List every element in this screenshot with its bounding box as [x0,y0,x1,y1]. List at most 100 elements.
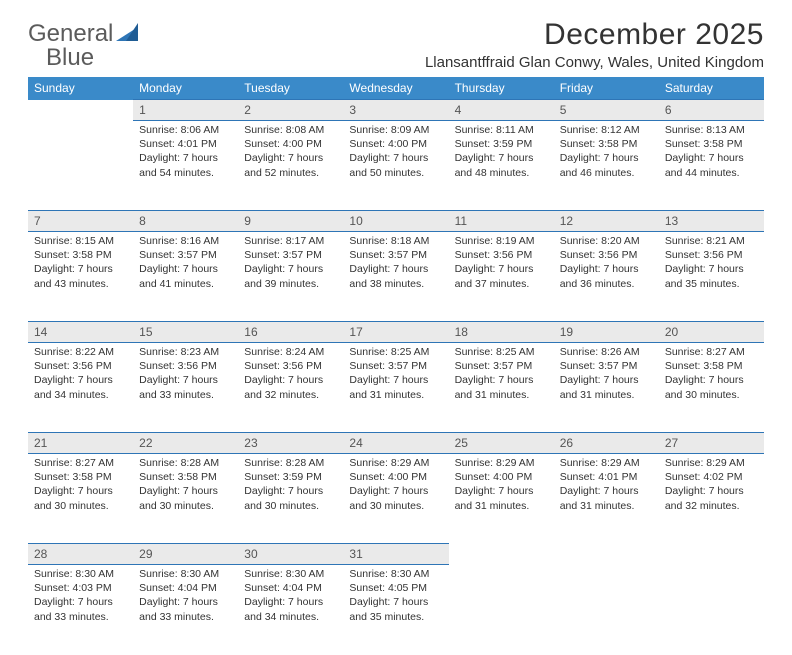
sunrise-text: Sunrise: 8:21 AM [665,234,758,248]
sunrise-text: Sunrise: 8:15 AM [34,234,127,248]
day-cell-content: Sunrise: 8:06 AMSunset: 4:01 PMDaylight:… [139,121,232,180]
brand-part2: Blue [46,44,94,71]
daylight-text: Daylight: 7 hours and 38 minutes. [349,262,442,290]
calendar-body: 123456Sunrise: 8:06 AMSunset: 4:01 PMDay… [28,100,764,655]
sunrise-text: Sunrise: 8:25 AM [349,345,442,359]
daynum-row: 14151617181920 [28,322,764,343]
sunrise-text: Sunrise: 8:26 AM [560,345,653,359]
sunrise-text: Sunrise: 8:29 AM [455,456,548,470]
daylight-text: Daylight: 7 hours and 52 minutes. [244,151,337,179]
day-cell: Sunrise: 8:15 AMSunset: 3:58 PMDaylight:… [28,232,133,322]
sunset-text: Sunset: 3:56 PM [560,248,653,262]
day-cell: Sunrise: 8:19 AMSunset: 3:56 PMDaylight:… [449,232,554,322]
sunrise-text: Sunrise: 8:28 AM [244,456,337,470]
day-cell-content: Sunrise: 8:23 AMSunset: 3:56 PMDaylight:… [139,343,232,402]
sunrise-text: Sunrise: 8:16 AM [139,234,232,248]
day-cell: Sunrise: 8:16 AMSunset: 3:57 PMDaylight:… [133,232,238,322]
brand-part1: General [28,20,113,47]
day-cell: Sunrise: 8:27 AMSunset: 3:58 PMDaylight:… [659,343,764,433]
daylight-text: Daylight: 7 hours and 54 minutes. [139,151,232,179]
day-number: 17 [343,322,448,343]
day-number: 26 [554,433,659,454]
weekday-header: Thursday [449,77,554,100]
sunrise-text: Sunrise: 8:25 AM [455,345,548,359]
daylight-text: Daylight: 7 hours and 31 minutes. [455,484,548,512]
sunrise-text: Sunrise: 8:24 AM [244,345,337,359]
day-number: 14 [28,322,133,343]
day-number: 31 [343,544,448,565]
week-row: Sunrise: 8:30 AMSunset: 4:03 PMDaylight:… [28,565,764,655]
weekday-header: Sunday [28,77,133,100]
day-cell [554,565,659,655]
daylight-text: Daylight: 7 hours and 33 minutes. [139,373,232,401]
sunset-text: Sunset: 3:56 PM [455,248,548,262]
sunrise-text: Sunrise: 8:20 AM [560,234,653,248]
daylight-text: Daylight: 7 hours and 35 minutes. [349,595,442,623]
daylight-text: Daylight: 7 hours and 46 minutes. [560,151,653,179]
sunset-text: Sunset: 3:58 PM [560,137,653,151]
sunset-text: Sunset: 4:02 PM [665,470,758,484]
day-number: 12 [554,211,659,232]
day-cell-content: Sunrise: 8:21 AMSunset: 3:56 PMDaylight:… [665,232,758,291]
sunrise-text: Sunrise: 8:09 AM [349,123,442,137]
day-number: 23 [238,433,343,454]
sunrise-text: Sunrise: 8:19 AM [455,234,548,248]
sunrise-text: Sunrise: 8:28 AM [139,456,232,470]
day-number: 25 [449,433,554,454]
sunset-text: Sunset: 3:57 PM [244,248,337,262]
day-cell-content: Sunrise: 8:28 AMSunset: 3:58 PMDaylight:… [139,454,232,513]
week-row: Sunrise: 8:27 AMSunset: 3:58 PMDaylight:… [28,454,764,544]
sunset-text: Sunset: 3:56 PM [34,359,127,373]
sunset-text: Sunset: 4:00 PM [455,470,548,484]
daylight-text: Daylight: 7 hours and 30 minutes. [349,484,442,512]
daylight-text: Daylight: 7 hours and 30 minutes. [665,373,758,401]
day-cell-content: Sunrise: 8:30 AMSunset: 4:04 PMDaylight:… [139,565,232,624]
day-cell-content: Sunrise: 8:30 AMSunset: 4:04 PMDaylight:… [244,565,337,624]
daylight-text: Daylight: 7 hours and 32 minutes. [665,484,758,512]
sunset-text: Sunset: 3:57 PM [349,359,442,373]
day-cell: Sunrise: 8:12 AMSunset: 3:58 PMDaylight:… [554,121,659,211]
day-cell: Sunrise: 8:25 AMSunset: 3:57 PMDaylight:… [449,343,554,433]
day-number: 21 [28,433,133,454]
sunrise-text: Sunrise: 8:29 AM [560,456,653,470]
day-number: 8 [133,211,238,232]
day-cell-content: Sunrise: 8:28 AMSunset: 3:59 PMDaylight:… [244,454,337,513]
day-cell-content: Sunrise: 8:29 AMSunset: 4:00 PMDaylight:… [455,454,548,513]
day-number: 16 [238,322,343,343]
sunrise-text: Sunrise: 8:22 AM [34,345,127,359]
day-number [659,544,764,565]
day-number: 4 [449,100,554,121]
daynum-row: 123456 [28,100,764,121]
sunset-text: Sunset: 4:05 PM [349,581,442,595]
day-number: 3 [343,100,448,121]
day-number: 5 [554,100,659,121]
day-cell: Sunrise: 8:29 AMSunset: 4:01 PMDaylight:… [554,454,659,544]
sunset-text: Sunset: 3:58 PM [665,137,758,151]
day-number: 20 [659,322,764,343]
day-cell-content: Sunrise: 8:12 AMSunset: 3:58 PMDaylight:… [560,121,653,180]
weekday-header-row: Sunday Monday Tuesday Wednesday Thursday… [28,77,764,100]
daylight-text: Daylight: 7 hours and 31 minutes. [560,484,653,512]
daylight-text: Daylight: 7 hours and 44 minutes. [665,151,758,179]
sunset-text: Sunset: 4:01 PM [560,470,653,484]
daylight-text: Daylight: 7 hours and 30 minutes. [244,484,337,512]
day-cell: Sunrise: 8:23 AMSunset: 3:56 PMDaylight:… [133,343,238,433]
weekday-header: Monday [133,77,238,100]
sunrise-text: Sunrise: 8:30 AM [34,567,127,581]
daylight-text: Daylight: 7 hours and 50 minutes. [349,151,442,179]
day-cell-content: Sunrise: 8:27 AMSunset: 3:58 PMDaylight:… [665,343,758,402]
day-cell: Sunrise: 8:11 AMSunset: 3:59 PMDaylight:… [449,121,554,211]
weekday-header: Friday [554,77,659,100]
daylight-text: Daylight: 7 hours and 33 minutes. [34,595,127,623]
weekday-header: Tuesday [238,77,343,100]
day-number: 29 [133,544,238,565]
header: General Blue December 2025 Llansantffrai… [28,18,764,71]
day-number: 28 [28,544,133,565]
sunset-text: Sunset: 3:56 PM [139,359,232,373]
day-number: 19 [554,322,659,343]
daylight-text: Daylight: 7 hours and 35 minutes. [665,262,758,290]
day-cell: Sunrise: 8:29 AMSunset: 4:02 PMDaylight:… [659,454,764,544]
day-cell: Sunrise: 8:29 AMSunset: 4:00 PMDaylight:… [449,454,554,544]
sunrise-text: Sunrise: 8:27 AM [665,345,758,359]
sunrise-text: Sunrise: 8:17 AM [244,234,337,248]
